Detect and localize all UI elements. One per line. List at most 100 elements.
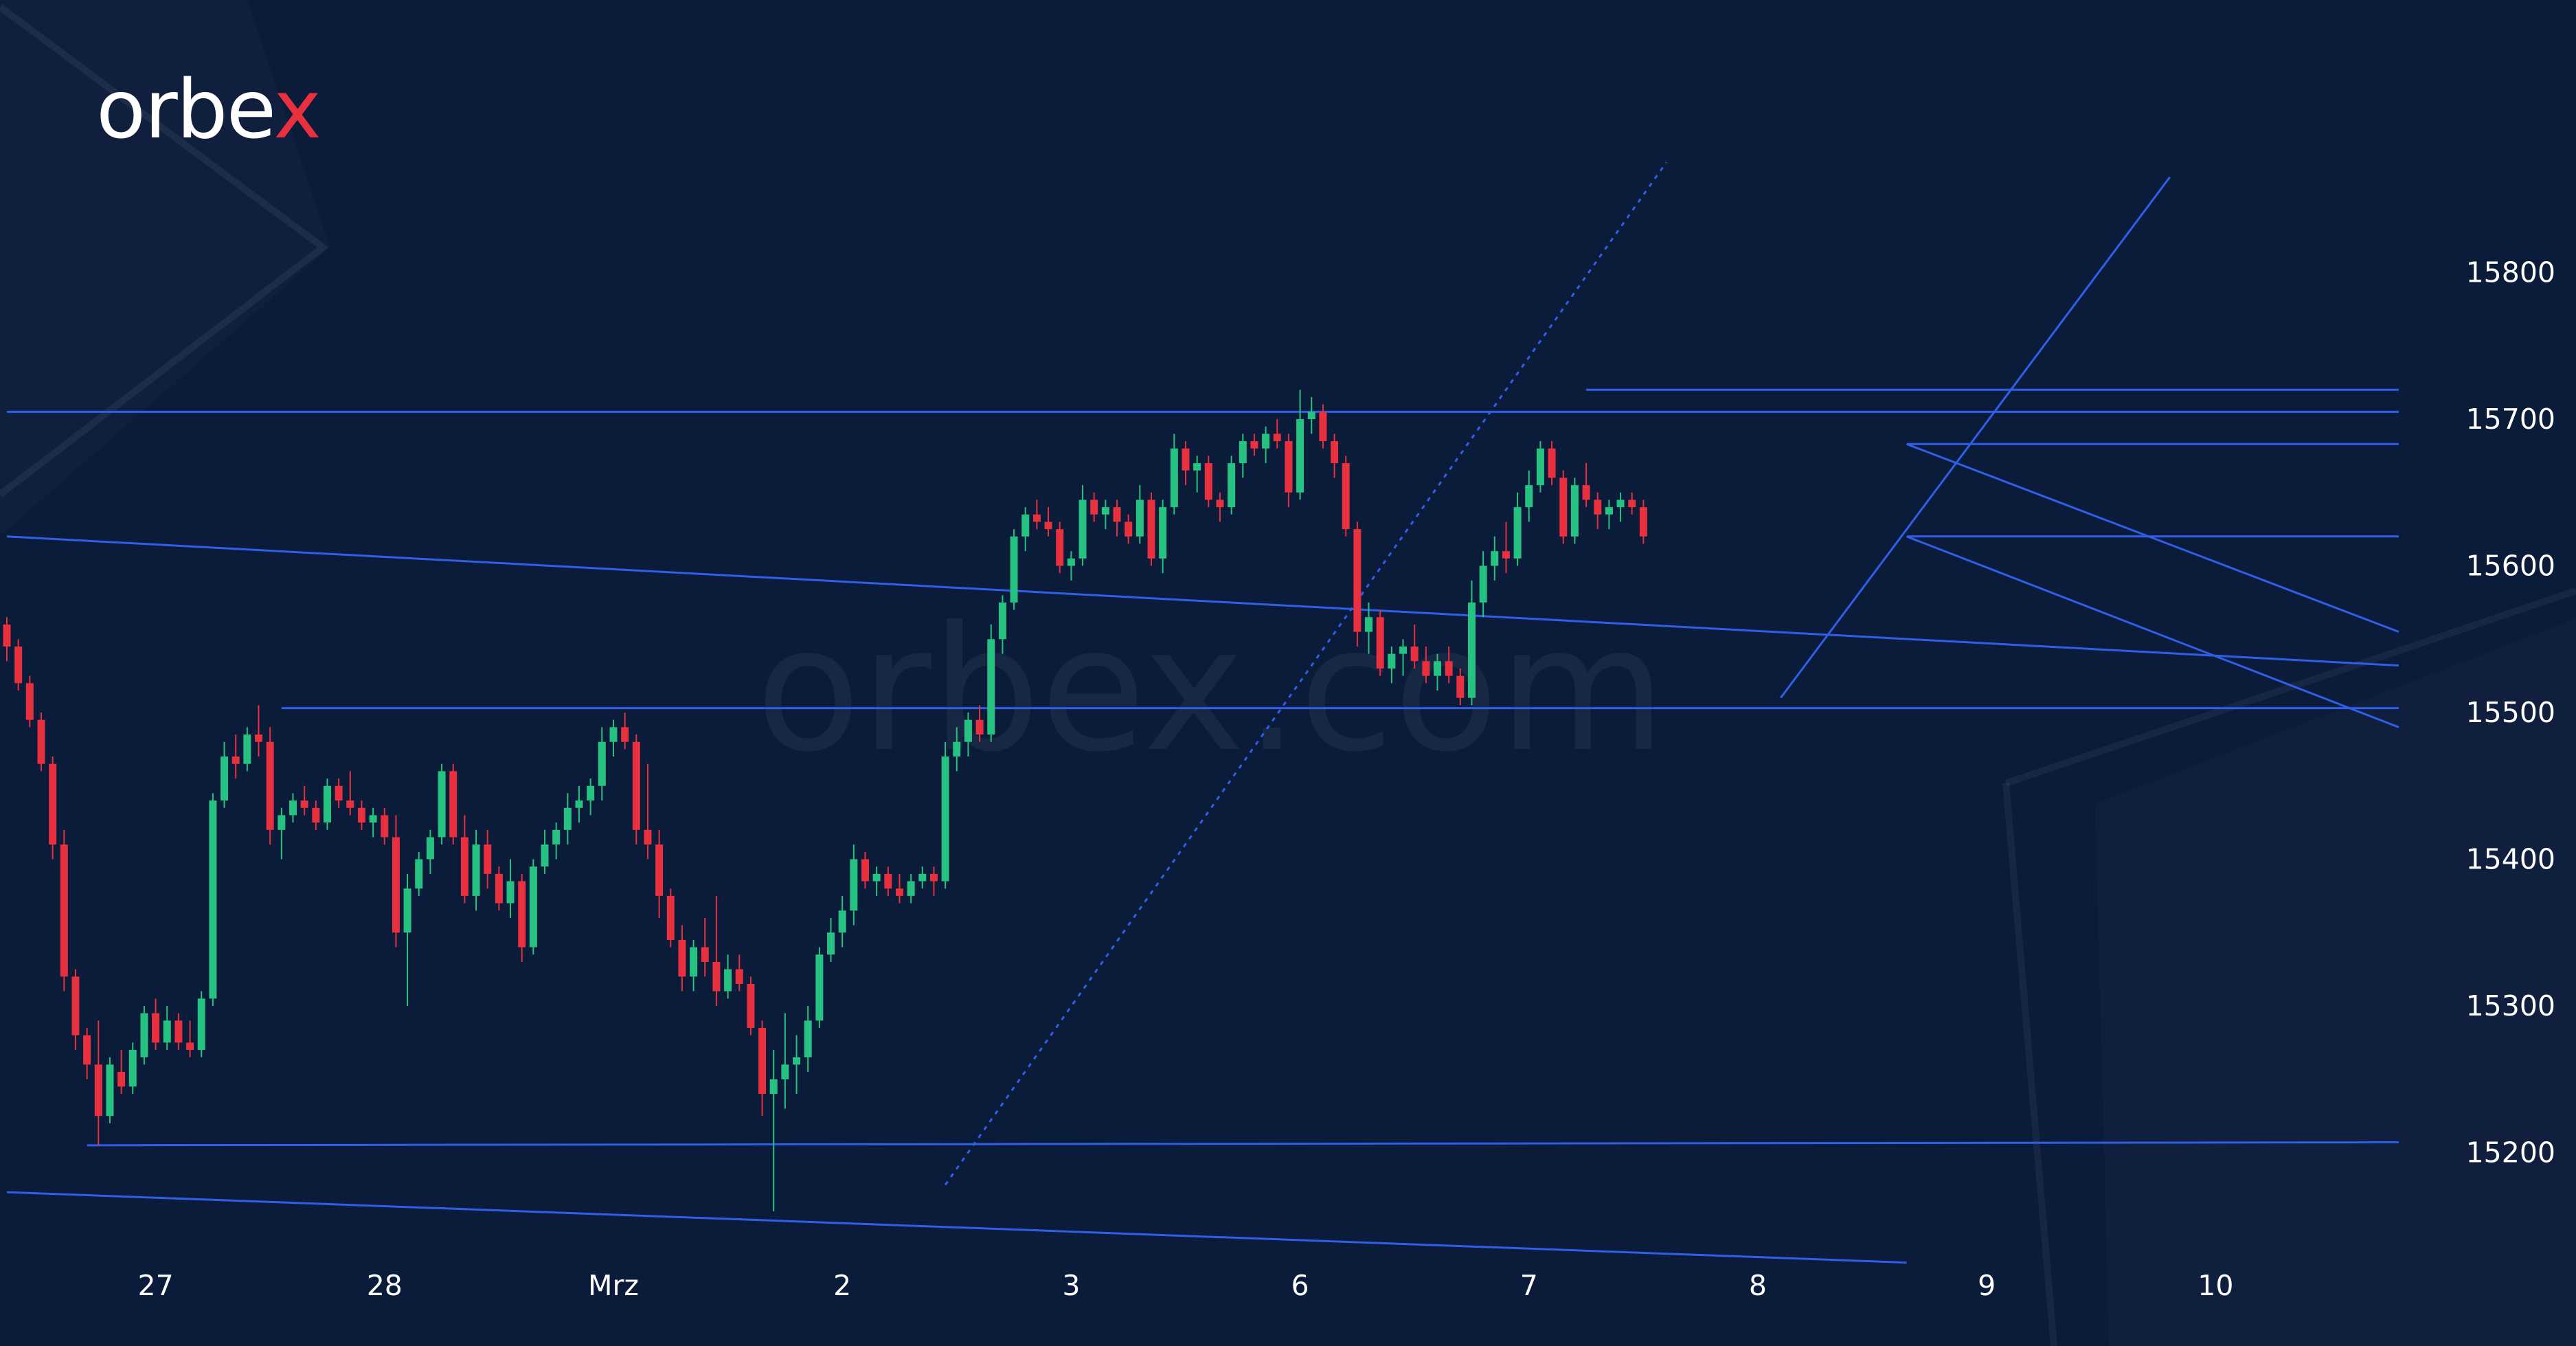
- candle: [60, 829, 68, 991]
- y-tick-label: 15800: [2466, 256, 2555, 289]
- candle: [460, 815, 468, 904]
- candle: [1056, 521, 1064, 574]
- candle: [1319, 404, 1327, 449]
- candle-body: [872, 873, 881, 882]
- candle-body: [357, 807, 365, 823]
- candle: [941, 741, 949, 889]
- candle: [735, 954, 743, 991]
- candle: [1353, 521, 1362, 647]
- candle: [1307, 396, 1315, 434]
- candle: [609, 719, 618, 757]
- candle: [884, 866, 892, 896]
- candle-body: [1044, 521, 1052, 530]
- candle-body: [94, 1064, 102, 1117]
- candle-body: [1056, 529, 1064, 566]
- candle-body: [587, 785, 595, 801]
- candle-body: [678, 939, 686, 977]
- candle: [381, 807, 389, 845]
- candle-body: [895, 888, 903, 896]
- candle: [1467, 580, 1476, 706]
- candle-body: [484, 844, 492, 874]
- flag-lower-line: [1906, 535, 2399, 728]
- candle: [953, 727, 961, 772]
- candle: [1536, 441, 1544, 493]
- candle: [346, 771, 354, 816]
- candle: [83, 1028, 91, 1079]
- candle: [484, 829, 492, 889]
- candle: [1594, 492, 1602, 530]
- candle: [1456, 668, 1465, 706]
- candle: [1639, 500, 1647, 544]
- candle-body: [381, 815, 389, 838]
- candle: [1502, 521, 1510, 574]
- candle-body: [953, 741, 961, 757]
- candle: [690, 939, 698, 991]
- candle-body: [1193, 463, 1201, 471]
- candle: [1032, 500, 1041, 530]
- candle-body: [1032, 514, 1041, 522]
- candle: [1228, 456, 1236, 515]
- logo-text: orbe: [96, 62, 275, 157]
- y-tick-label: 15200: [2466, 1136, 2555, 1169]
- candle-body: [472, 844, 480, 896]
- candle: [1285, 434, 1293, 508]
- candle-body: [1228, 463, 1236, 508]
- candle: [1067, 551, 1075, 581]
- candle: [644, 763, 652, 860]
- candle: [255, 705, 263, 757]
- candle-body: [701, 947, 709, 962]
- candle: [197, 991, 205, 1057]
- candle-body: [929, 873, 938, 882]
- candle: [231, 734, 240, 779]
- candle: [289, 793, 297, 823]
- candle-body: [1319, 412, 1327, 442]
- candle: [838, 895, 846, 947]
- candle-body: [735, 969, 743, 984]
- candle-body: [140, 1013, 148, 1057]
- candle-body: [369, 815, 377, 823]
- x-tick-label: 10: [2197, 1269, 2233, 1302]
- candle-body: [1136, 500, 1144, 537]
- candle: [495, 866, 503, 911]
- candle-body: [1067, 558, 1075, 566]
- candle-body: [152, 1013, 160, 1043]
- candle-body: [975, 719, 984, 735]
- candle: [1204, 456, 1212, 508]
- x-tick-label: 27: [137, 1269, 173, 1302]
- upper-channel-line: [6, 535, 2399, 667]
- y-tick-label: 15600: [2466, 550, 2555, 583]
- candle-body: [163, 1020, 171, 1043]
- candle: [1182, 441, 1190, 486]
- candle: [1491, 536, 1499, 581]
- candle-body: [518, 881, 526, 947]
- candle: [621, 713, 629, 750]
- candle-body: [1491, 551, 1499, 566]
- candle: [300, 785, 308, 816]
- candle: [1113, 500, 1121, 537]
- candle-body: [278, 815, 286, 830]
- candle: [243, 727, 251, 772]
- candlestick-series: [3, 390, 1647, 1211]
- candle-body: [861, 859, 869, 882]
- candle: [3, 617, 11, 662]
- y-axis: 15200 15300 15400 15500 15600 15700 15800: [2466, 256, 2555, 1169]
- candle-body: [243, 734, 251, 764]
- candle-body: [1204, 463, 1212, 500]
- candle: [438, 763, 446, 845]
- candle-body: [1250, 441, 1258, 449]
- candle: [815, 947, 824, 1029]
- candle-body: [1445, 661, 1453, 676]
- candle-body: [1570, 485, 1579, 537]
- candle-body: [392, 837, 400, 933]
- candle-body: [1605, 507, 1613, 515]
- candle-body: [563, 807, 572, 830]
- candle: [1365, 602, 1373, 654]
- candle: [94, 1020, 102, 1145]
- candle: [140, 1006, 148, 1065]
- candle-body: [598, 741, 606, 786]
- candle: [152, 998, 160, 1051]
- candle: [312, 800, 320, 830]
- candle-body: [1021, 514, 1030, 537]
- candle: [221, 741, 229, 808]
